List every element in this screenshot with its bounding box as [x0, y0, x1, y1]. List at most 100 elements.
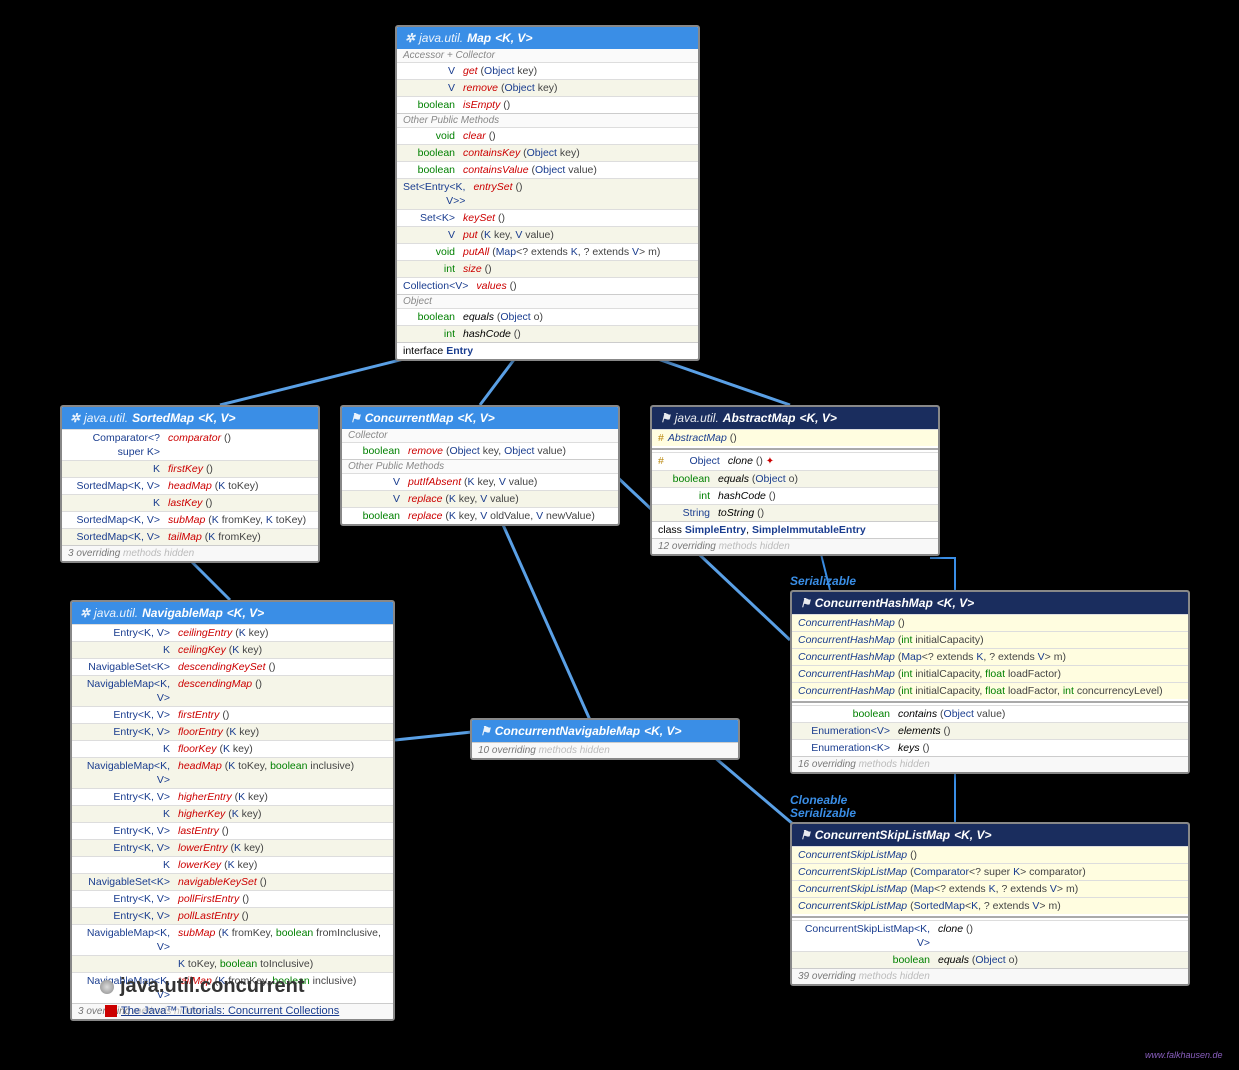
- tutorial-link[interactable]: The Java™ Tutorials: Concurrent Collecti…: [105, 1005, 339, 1017]
- method-row: Entry<K, V>pollLastEntry (): [72, 907, 393, 924]
- method-signature: equals (Object o): [718, 472, 932, 486]
- method-name: ConcurrentSkipListMap: [798, 849, 907, 861]
- generics: <K, V>: [644, 724, 681, 738]
- method-params: (Object value): [940, 708, 1005, 720]
- box-header: ⚑ConcurrentSkipListMap<K, V>: [792, 824, 1188, 846]
- method-name: clone: [728, 455, 753, 467]
- method-signature: ceilingKey (K key): [178, 643, 387, 657]
- return-type: String: [658, 506, 718, 520]
- return-type: Set<Entry<K, V>>: [403, 180, 473, 208]
- method-params: (Object key): [501, 82, 558, 94]
- method-signature: ConcurrentHashMap (int initialCapacity, …: [798, 667, 1182, 681]
- method-signature: values (): [476, 279, 692, 293]
- return-type: NavigableMap<K, V>: [78, 677, 178, 705]
- method-row: Set<Entry<K, V>>entrySet (): [397, 178, 698, 209]
- class-name: NavigableMap: [142, 606, 223, 620]
- method-row: voidclear (): [397, 127, 698, 144]
- method-name: putIfAbsent: [408, 476, 461, 488]
- method-signature: navigableKeySet (): [178, 875, 387, 889]
- method-row: KfirstKey (): [62, 460, 318, 477]
- method-row: inthashCode (): [652, 487, 938, 504]
- method-signature: lastKey (): [168, 496, 312, 510]
- method-row: Set<K>keySet (): [397, 209, 698, 226]
- method-signature: keySet (): [463, 211, 692, 225]
- method-row: Vremove (Object key): [397, 79, 698, 96]
- method-signature: toString (): [718, 506, 932, 520]
- generics: <K, V>: [799, 411, 836, 425]
- method-name: equals: [938, 954, 969, 966]
- type-icon: ✲: [80, 606, 90, 620]
- method-name: get: [463, 65, 478, 77]
- method-signature: elements (): [898, 724, 1182, 738]
- method-params: (K key, V oldValue, V newValue): [445, 510, 594, 522]
- type-icon: ⚑: [800, 596, 811, 610]
- return-type: V: [348, 492, 408, 506]
- return-type: boolean: [798, 953, 938, 967]
- method-params: (): [498, 212, 505, 224]
- method-name: entrySet: [473, 181, 512, 193]
- method-name: subMap: [168, 514, 205, 526]
- class-box-ConcurrentMap: ⚑ConcurrentMap<K, V>Collectorbooleanremo…: [340, 405, 620, 526]
- method-row: NavigableMap<K, V>subMap (K fromKey, boo…: [72, 924, 393, 955]
- method-signature: equals (Object o): [938, 953, 1182, 967]
- section-label: Other Public Methods: [397, 113, 698, 127]
- class-name: AbstractMap: [723, 411, 796, 425]
- method-signature: size (): [463, 262, 692, 276]
- method-signature: ConcurrentSkipListMap (SortedMap<K, ? ex…: [798, 899, 1182, 913]
- method-signature: ConcurrentHashMap (int initialCapacity): [798, 633, 1182, 647]
- method-params: (): [489, 130, 496, 142]
- method-params: (K key): [226, 726, 259, 738]
- return-type: Entry<K, V>: [78, 708, 178, 722]
- method-params: (): [769, 490, 776, 502]
- method-signature: lastEntry (): [178, 824, 387, 838]
- return-type: boolean: [403, 146, 463, 160]
- method-signature: tailMap (K fromKey): [168, 530, 312, 544]
- method-row: ConcurrentHashMap (): [792, 614, 1188, 631]
- method-row: ConcurrentSkipListMap (Comparator<? supe…: [792, 863, 1188, 880]
- method-name: ConcurrentHashMap: [798, 634, 895, 646]
- method-name: AbstractMap: [668, 432, 727, 444]
- method-row: voidputAll (Map<? extends K, ? extends V…: [397, 243, 698, 260]
- method-name: lowerKey: [178, 859, 221, 871]
- class-name: ConcurrentSkipListMap: [815, 828, 950, 842]
- box-footer: 3 overriding methods hidden: [62, 545, 318, 561]
- method-params: (): [730, 432, 737, 444]
- method-signature: hashCode (): [463, 327, 692, 341]
- return-type: boolean: [348, 444, 408, 458]
- package-label: java.util.concurrent: [100, 975, 305, 998]
- method-name: size: [463, 263, 482, 275]
- return-type: Entry<K, V>: [78, 790, 178, 804]
- method-signature: hashCode (): [718, 489, 932, 503]
- section-label: Object: [397, 294, 698, 308]
- class-name: Map: [467, 31, 491, 45]
- return-type: Entry<K, V>: [78, 841, 178, 855]
- method-row: VputIfAbsent (K key, V value): [342, 473, 618, 490]
- method-signature: isEmpty (): [463, 98, 692, 112]
- stereotype-tag: Cloneable: [790, 793, 847, 807]
- method-row: NavigableSet<K>navigableKeySet (): [72, 873, 393, 890]
- method-params: (): [515, 181, 522, 193]
- method-params: (): [269, 661, 276, 673]
- method-row: StringtoString (): [652, 504, 938, 521]
- method-row: booleancontainsValue (Object value): [397, 161, 698, 178]
- method-row: #AbstractMap (): [652, 429, 938, 446]
- method-name: elements: [898, 725, 941, 737]
- method-params: (): [923, 742, 930, 754]
- box-footer: 10 overriding methods hidden: [472, 742, 738, 758]
- method-signature: headMap (K toKey, boolean inclusive): [178, 759, 387, 787]
- type-icon: ⚑: [800, 828, 811, 842]
- method-row: ConcurrentHashMap (int initialCapacity): [792, 631, 1188, 648]
- method-params: (): [224, 432, 231, 444]
- method-signature: firstKey (): [168, 462, 312, 476]
- oracle-icon: [105, 1005, 117, 1017]
- class-name: ConcurrentMap: [365, 411, 454, 425]
- method-signature: containsKey (Object key): [463, 146, 692, 160]
- class-name: ConcurrentNavigableMap: [495, 724, 640, 738]
- method-name: descendingMap: [178, 678, 252, 690]
- return-type: NavigableSet<K>: [78, 660, 178, 674]
- method-params: (): [910, 849, 917, 861]
- method-row: Comparator<? super K>comparator (): [62, 429, 318, 460]
- method-row: booleancontainsKey (Object key): [397, 144, 698, 161]
- method-signature: replace (K key, V value): [408, 492, 612, 506]
- method-signature: lowerKey (K key): [178, 858, 387, 872]
